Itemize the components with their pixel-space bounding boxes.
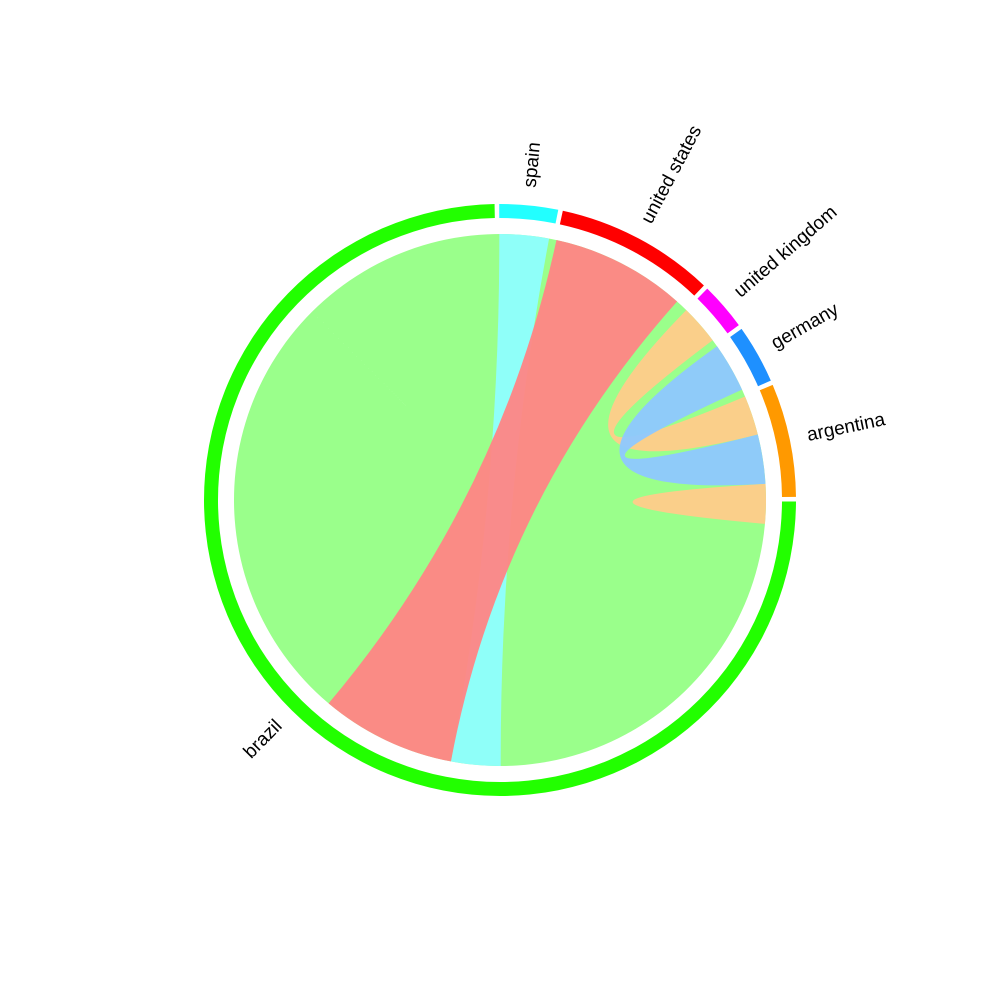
sector-label-united-states: united states xyxy=(637,122,706,227)
chord-link-brazil-united-states xyxy=(328,240,678,762)
sectors-layer xyxy=(203,204,796,797)
sector-label-united-kingdom: united kingdom xyxy=(730,202,841,302)
chord-link-argentina-argentina xyxy=(632,483,766,524)
sector-label-spain: spain xyxy=(520,141,545,188)
sector-united-states xyxy=(559,210,704,296)
sector-label-brazil: brazil xyxy=(240,716,287,763)
chord-link-argentina-united-kingdom xyxy=(608,310,758,452)
sector-argentina xyxy=(759,384,796,498)
sector-germany xyxy=(730,328,771,387)
sector-label-argentina: argentina xyxy=(805,409,887,446)
sector-label-germany: germany xyxy=(768,299,843,354)
sector-united-kingdom xyxy=(697,288,739,334)
sector-spain xyxy=(499,204,559,224)
links-layer xyxy=(234,234,767,766)
chord-link-germany-argentina xyxy=(619,346,766,486)
